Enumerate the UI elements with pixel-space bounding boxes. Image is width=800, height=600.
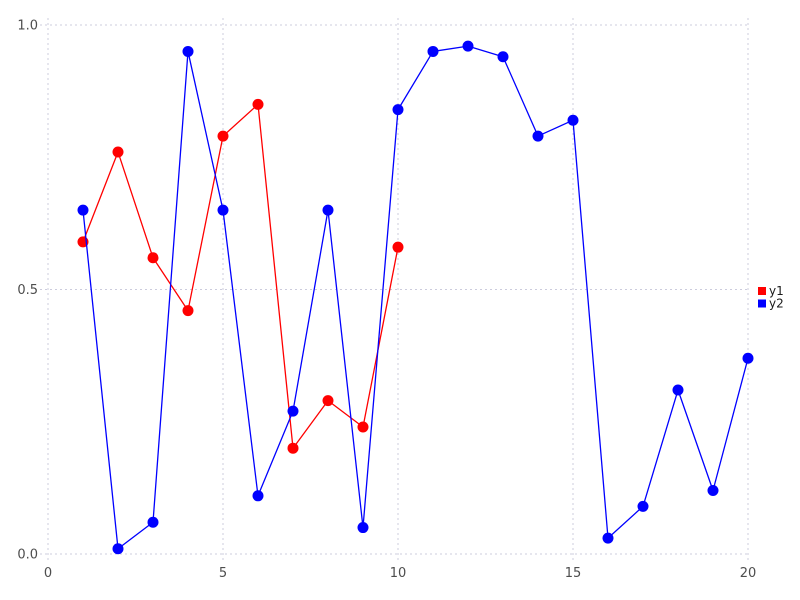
x-tick-label: 20	[740, 566, 757, 581]
data-point-y2-x14	[532, 130, 544, 142]
data-point-y2-x7	[287, 405, 299, 417]
data-point-y2-x9	[357, 522, 369, 534]
data-point-y1-x10	[392, 241, 404, 253]
data-point-y2-x10	[392, 104, 404, 116]
data-point-y2-x8	[322, 204, 334, 216]
data-point-y1-x3	[147, 252, 159, 264]
data-point-y2-x1	[77, 204, 89, 216]
data-point-y2-x20	[742, 352, 754, 364]
data-point-y2-x12	[462, 40, 474, 52]
x-tick-label: 10	[390, 566, 407, 581]
series-line-y2	[82, 45, 749, 550]
data-point-y1-x8	[322, 395, 334, 407]
series-line-y1	[82, 103, 399, 449]
data-point-y1-x6	[252, 98, 264, 110]
data-point-y2-x4	[182, 45, 194, 57]
legend-label-y2: y2	[769, 297, 784, 311]
data-point-y2-x19	[707, 485, 719, 497]
y-tick-label: 1.0	[17, 19, 38, 34]
x-tick-label: 0	[44, 566, 52, 581]
data-point-y2-x17	[637, 500, 649, 512]
data-point-y1-x4	[182, 305, 194, 317]
legend-label-y1: y1	[769, 284, 784, 298]
data-point-y2-x18	[672, 384, 684, 396]
data-point-y2-x6	[252, 490, 264, 502]
data-point-y2-x11	[427, 45, 439, 57]
data-point-y1-x2	[112, 146, 124, 158]
data-point-y1-x9	[357, 421, 369, 433]
y-tick-label: 0.5	[17, 283, 38, 298]
data-point-y2-x5	[217, 204, 229, 216]
x-tick-label: 15	[565, 566, 582, 581]
data-point-y2-x13	[497, 51, 509, 63]
data-point-y2-x16	[602, 532, 614, 544]
x-tick-label: 5	[219, 566, 227, 581]
data-point-y2-x3	[147, 516, 159, 528]
data-point-y2-x2	[112, 543, 124, 555]
legend-swatch-y2	[758, 299, 766, 308]
data-point-y1-x5	[217, 130, 229, 142]
y-tick-label: 0.0	[17, 548, 38, 563]
data-point-y2-x15	[567, 114, 579, 126]
data-point-y1-x7	[287, 442, 299, 454]
legend-swatch-y1	[758, 287, 766, 295]
